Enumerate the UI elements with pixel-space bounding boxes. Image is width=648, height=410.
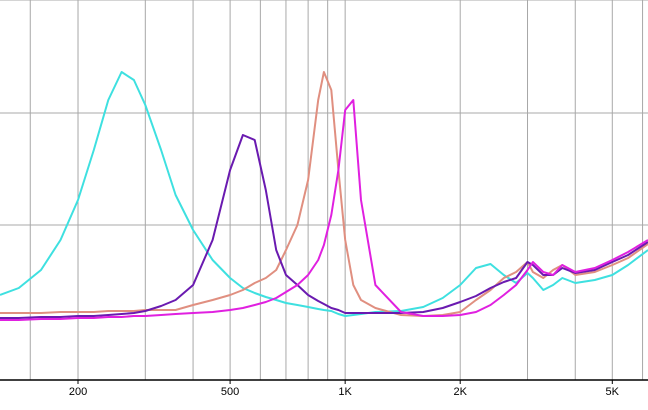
x-tick-label: 200 (69, 386, 87, 398)
series-line (0, 134, 648, 319)
x-tick-label: 500 (221, 386, 239, 398)
series-line (0, 71, 648, 317)
x-tick-label: 2K (453, 386, 467, 398)
series-line (0, 71, 648, 317)
series-line (0, 99, 648, 321)
x-tick-label: 1K (338, 386, 352, 398)
x-tick-label: 5K (606, 386, 620, 398)
